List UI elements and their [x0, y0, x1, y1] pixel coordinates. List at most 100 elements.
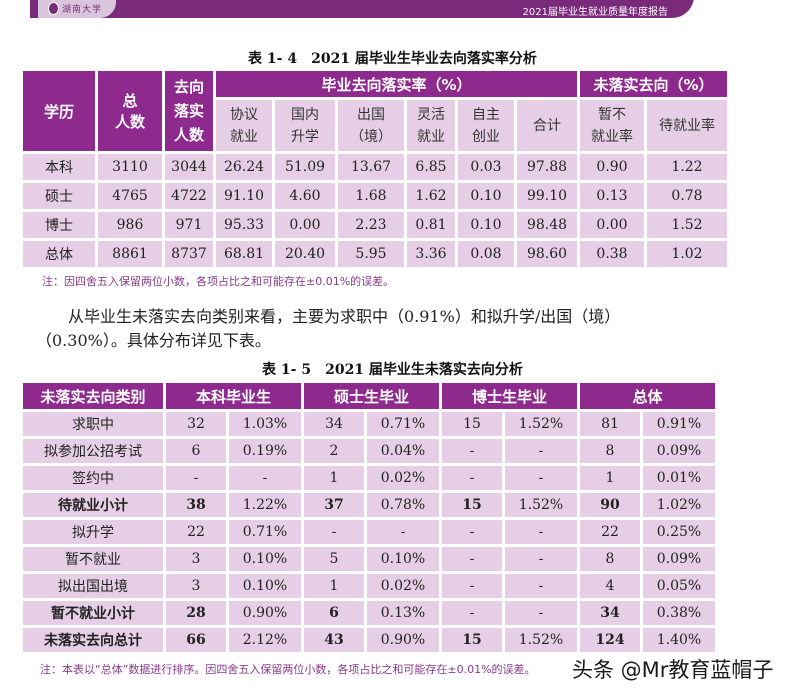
cell-placed: 4722 [165, 183, 213, 209]
cell-phd-count: - [442, 574, 502, 598]
subheader-text: 就业 [230, 128, 258, 145]
table-row: 本科 3110 3044 26.24 51.09 13.67 6.85 0.03… [23, 154, 727, 180]
cell-master-count: 5 [304, 547, 364, 571]
cell-domestic: 4.60 [275, 183, 335, 209]
table1-caption: 表 1- 4 2021 届毕业生毕业去向落实率分析 [248, 51, 537, 67]
cell-sum: 97.88 [517, 154, 577, 180]
cell-master-count: 1 [304, 466, 364, 490]
cell-abroad: 2.23 [338, 212, 404, 238]
cell-master-count: 1 [304, 574, 364, 598]
cell-master-count: - [304, 520, 364, 544]
cell-overall-pct: 0.09% [643, 439, 715, 463]
university-logo: 湖南大学 [30, 0, 116, 18]
cell-not-working: 0.38 [580, 241, 644, 267]
cell-self: 0.10 [458, 212, 514, 238]
cell-undergrad-count: 6 [166, 439, 226, 463]
cell-self: 0.10 [458, 183, 514, 209]
cell-flexible: 3.36 [407, 241, 455, 267]
header-overall: 总体 [580, 383, 715, 409]
subheader-flexible: 灵活 就业 [407, 100, 455, 151]
table-row: 求职中 32 1.03% 34 0.71% 15 1.52% 81 0.91% [23, 412, 715, 436]
header-degree: 学历 [23, 71, 95, 151]
cell-phd-pct: - [505, 466, 577, 490]
row-category: 签约中 [23, 466, 163, 490]
table-row: 总体 8861 8737 68.81 20.40 5.95 3.36 0.08 … [23, 241, 727, 267]
cell-abroad: 5.95 [338, 241, 404, 267]
cell-phd-count: 15 [442, 493, 502, 517]
table-row: 拟升学 22 0.71% - - - - 22 0.25% [23, 520, 715, 544]
cell-phd-count: - [442, 466, 502, 490]
table-row: 暂不就业 3 0.10% 5 0.10% - - 8 0.09% [23, 547, 715, 571]
paragraph-line-2: （0.30%）。具体分布详见下表。 [36, 331, 271, 350]
subheader-text: 国内 [291, 106, 319, 123]
cell-master-pct: 0.10% [367, 547, 439, 571]
cell-overall-pct: 0.09% [643, 547, 715, 571]
row-category: 拟升学 [23, 520, 163, 544]
cell-master-pct: 0.04% [367, 439, 439, 463]
paragraph-text: 从毕业生未落实去向类别来看，主要为求职中（0.91%）和拟升学/出国（境） [68, 307, 621, 326]
table-row: 签约中 - - 1 0.02% - - 1 0.01% [23, 466, 715, 490]
cell-overall-count: 8 [580, 439, 640, 463]
subheader-abroad: 出国 （境） [338, 100, 404, 151]
cell-total: 3110 [98, 154, 162, 180]
cell-waiting: 1.22 [647, 154, 727, 180]
row-category: 未落实去向总计 [23, 628, 163, 652]
cell-agreement: 95.33 [216, 212, 272, 238]
header-total-line1: 总 [122, 92, 138, 110]
table-row: 拟出国出境 3 0.10% 1 0.02% - - 4 0.05% [23, 574, 715, 598]
cell-sum: 99.10 [517, 183, 577, 209]
subheader-text: （境） [350, 128, 392, 145]
cell-undergrad-pct: 0.19% [229, 439, 301, 463]
cell-undergrad-pct: 2.12% [229, 628, 301, 652]
row-degree: 总体 [23, 241, 95, 267]
cell-master-pct: 0.78% [367, 493, 439, 517]
total-row: 未落实去向总计 66 2.12% 43 0.90% 15 1.52% 124 1… [23, 628, 715, 652]
cell-not-working: 0.90 [580, 154, 644, 180]
cell-waiting: 0.78 [647, 183, 727, 209]
subheader-text: 创业 [472, 128, 500, 145]
header-placed-line2: 落实 [173, 102, 204, 120]
cell-overall-count: 124 [580, 628, 640, 652]
cell-domestic: 0.00 [275, 212, 335, 238]
subheader-text: 出国 [357, 106, 385, 123]
row-degree: 本科 [23, 154, 95, 180]
cell-phd-count: - [442, 439, 502, 463]
subheader-sum: 合计 [517, 100, 577, 151]
cell-phd-pct: - [505, 601, 577, 625]
cell-overall-count: 8 [580, 547, 640, 571]
row-category: 暂不就业 [23, 547, 163, 571]
cell-phd-pct: 1.52% [505, 493, 577, 517]
cell-undergrad-count: 22 [166, 520, 226, 544]
table-row: 拟参加公招考试 6 0.19% 2 0.04% - - 8 0.09% [23, 439, 715, 463]
cell-phd-pct: - [505, 574, 577, 598]
cell-undergrad-count: 38 [166, 493, 226, 517]
subheader-self-employed: 自主 创业 [458, 100, 514, 151]
subheader-text: 升学 [291, 128, 319, 145]
cell-undergrad-pct: - [229, 466, 301, 490]
table-row: 博士 986 971 95.33 0.00 2.23 0.81 0.10 98.… [23, 212, 727, 238]
cell-phd-pct: - [505, 520, 577, 544]
cell-domestic: 51.09 [275, 154, 335, 180]
report-title: 2021届毕业生就业质量年度报告 [522, 7, 668, 18]
cell-overall-pct: 0.91% [643, 412, 715, 436]
cell-master-count: 37 [304, 493, 364, 517]
cell-agreement: 26.24 [216, 154, 272, 180]
cell-agreement: 68.81 [216, 241, 272, 267]
cell-overall-pct: 1.40% [643, 628, 715, 652]
cell-flexible: 1.62 [407, 183, 455, 209]
row-degree: 硕士 [23, 183, 95, 209]
cell-total: 4765 [98, 183, 162, 209]
cell-phd-pct: 1.52% [505, 628, 577, 652]
cell-waiting: 1.52 [647, 212, 727, 238]
header-category: 未落实去向类别 [23, 383, 163, 409]
cell-master-pct: 0.71% [367, 412, 439, 436]
cell-overall-count: 4 [580, 574, 640, 598]
cell-placed: 971 [165, 212, 213, 238]
cell-phd-count: 15 [442, 628, 502, 652]
subheader-text: 自主 [472, 106, 500, 123]
cell-overall-count: 90 [580, 493, 640, 517]
cell-flexible: 6.85 [407, 154, 455, 180]
cell-overall-pct: 0.01% [643, 466, 715, 490]
header-undergrad: 本科毕业生 [166, 383, 301, 409]
subtotal-row: 暂不就业小计 28 0.90% 6 0.13% - - 34 0.38% [23, 601, 715, 625]
